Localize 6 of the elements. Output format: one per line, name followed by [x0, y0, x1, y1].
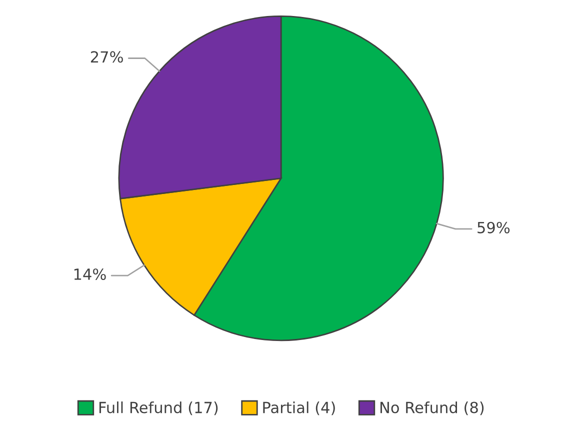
data-label: 59%: [478, 222, 510, 234]
legend-label: Partial (4): [263, 401, 335, 416]
data-label: 14%: [74, 268, 106, 280]
legend-label: Full Refund (17): [99, 401, 218, 416]
legend-label: No Refund (8): [380, 401, 484, 416]
data-label: 27%: [90, 51, 123, 63]
